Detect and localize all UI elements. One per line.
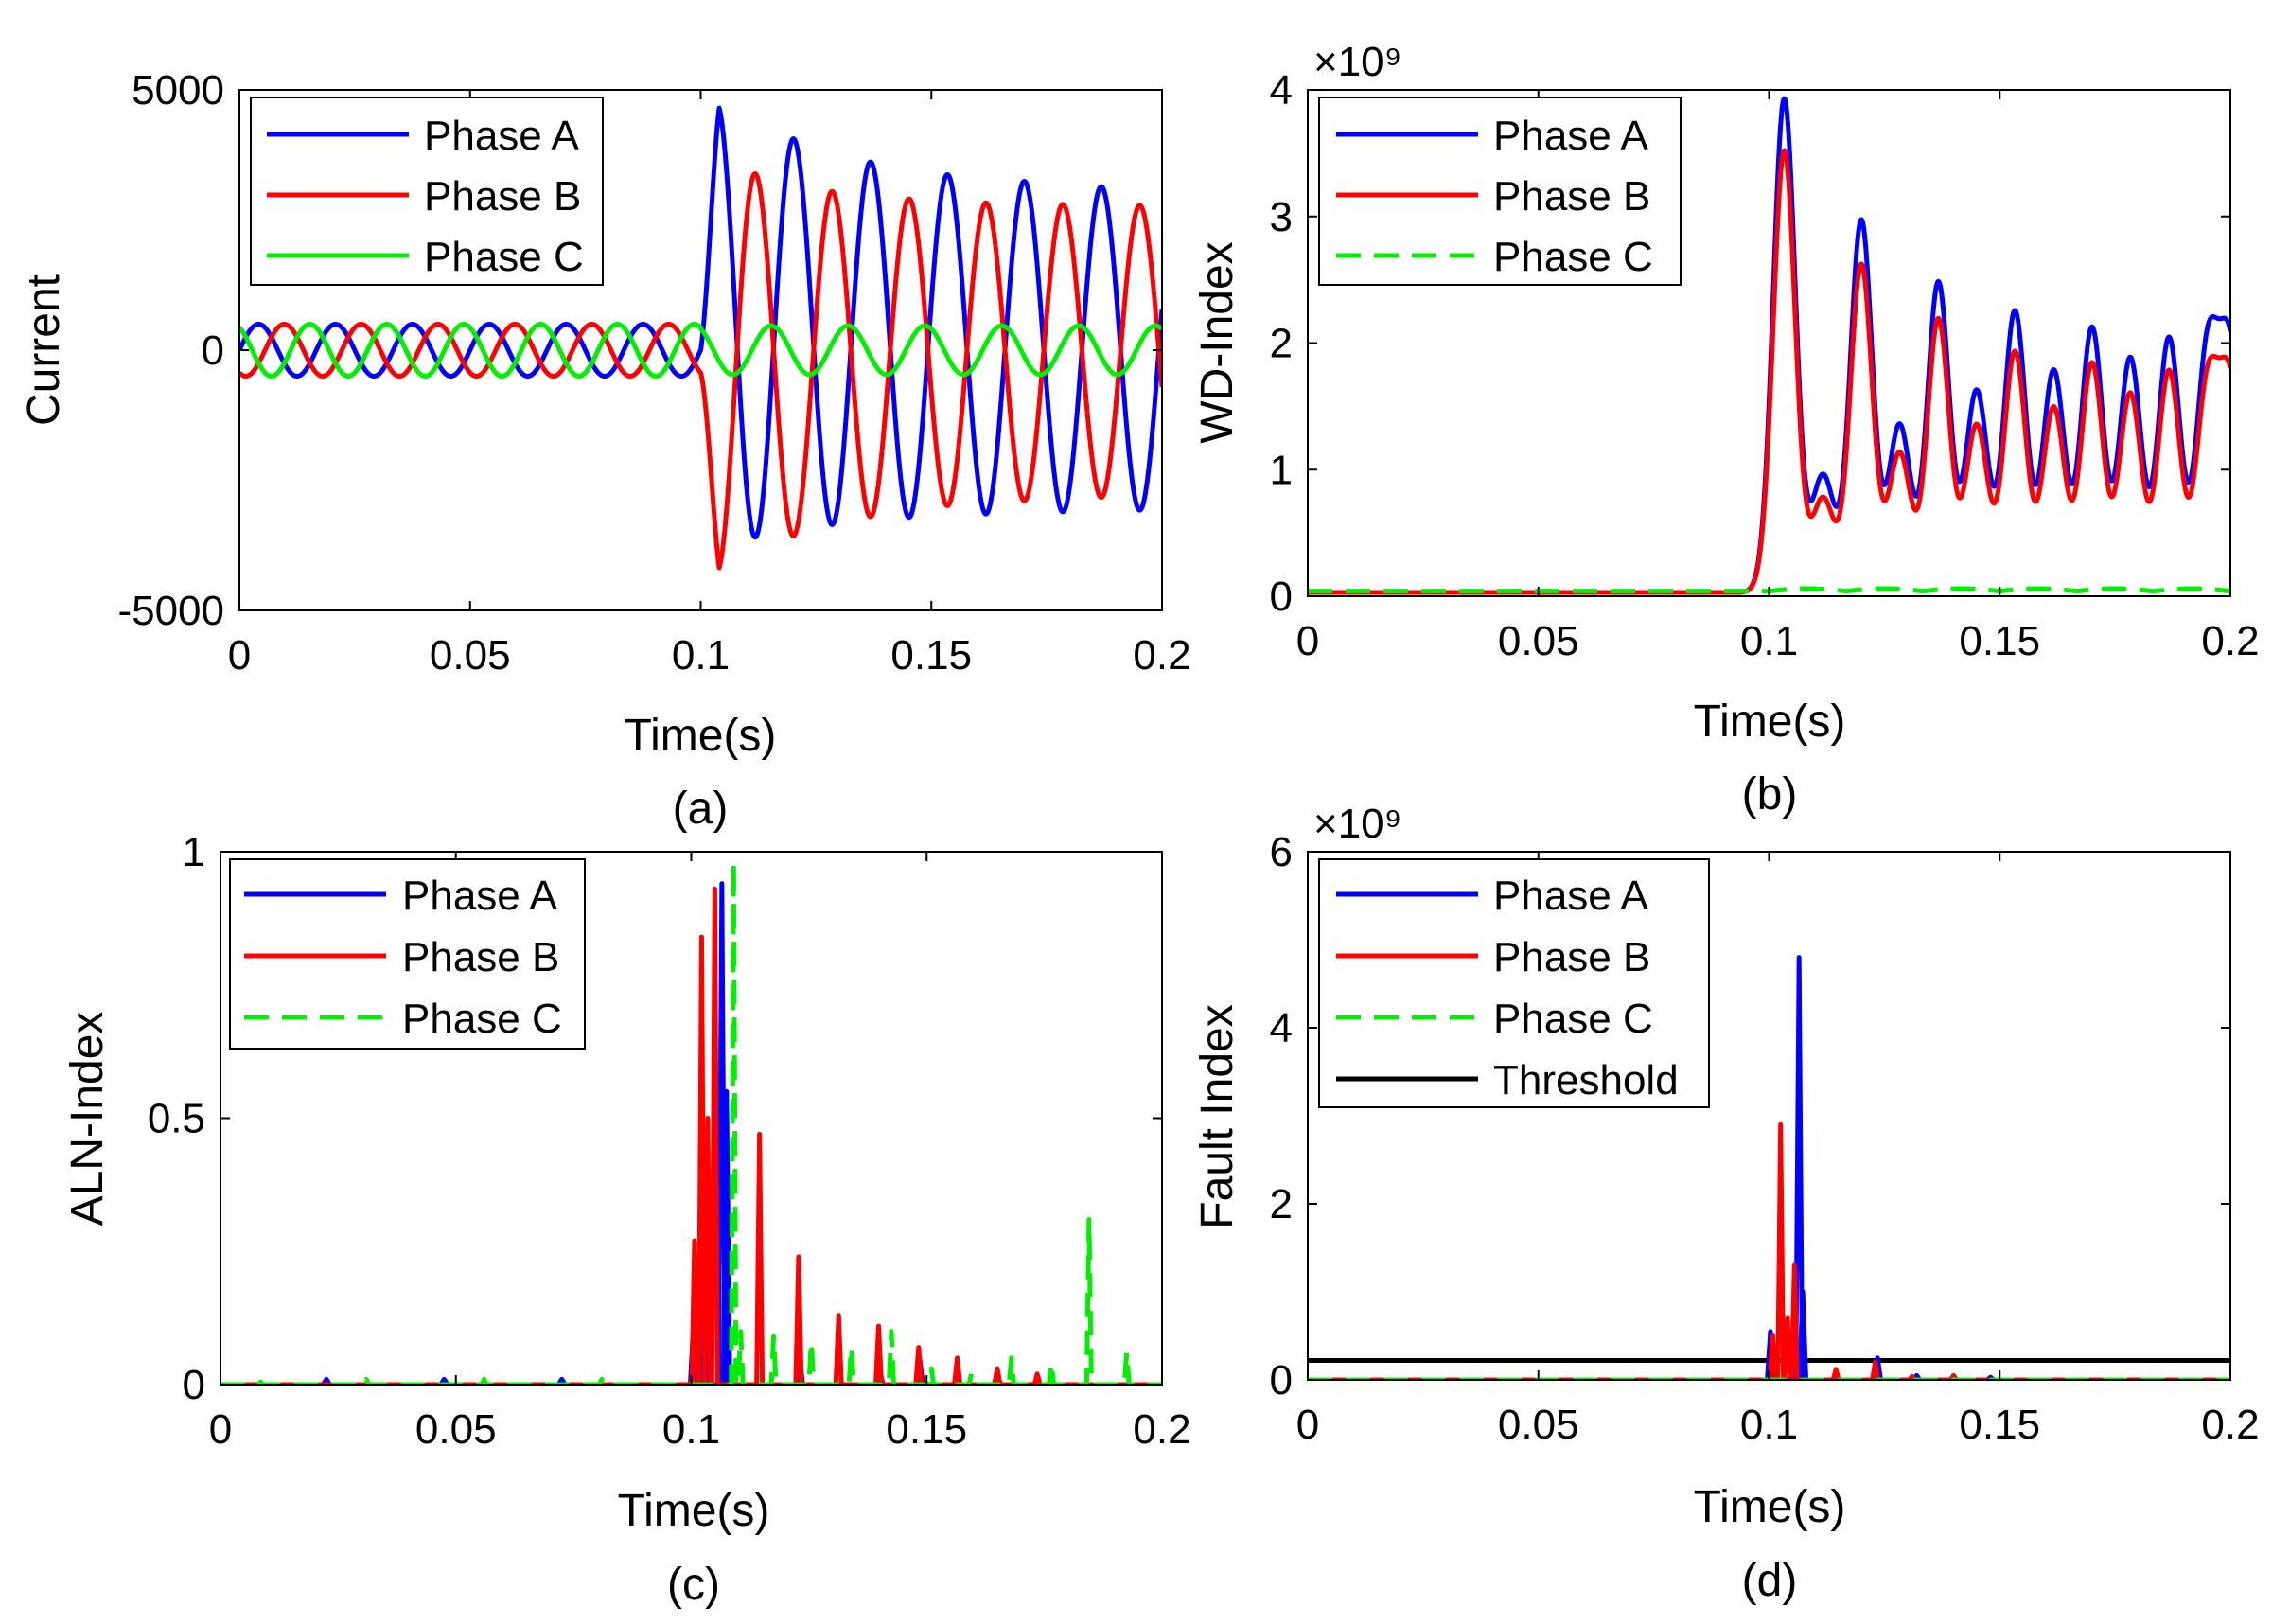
x-axis-label: Time(s) [618,1486,770,1536]
legend-label-phase-c: Phase C [1493,234,1653,280]
x-tick-label: 0.05 [1498,618,1579,664]
x-tick-label: 0.1 [1740,618,1798,664]
series-phase-b [239,171,1162,571]
tick-layer: 0 0.05 0.1 0.15 0.2 0 0.5 1 [148,829,1191,1453]
axes-frame [220,851,1163,1386]
y-tick-label: 1 [183,829,205,875]
legend-label-phase-a: Phase A [424,113,580,159]
panel-caption: (a) [673,784,729,834]
x-tick-label: 0 [1296,618,1319,664]
series-phase-a [239,105,1162,540]
y-axis-label: Current [19,274,69,426]
series-layer [239,105,1162,571]
x-axis-label: Time(s) [1694,1482,1846,1532]
x-tick-label: 0.1 [662,1406,720,1453]
tick-layer: 0 0.05 0.1 0.15 0.2 0 1 2 3 4 [1270,67,2260,664]
x-tick-label: 0.2 [2201,618,2259,664]
y-axis-label: ALN-Index [62,1012,113,1227]
y-tick-label: 0.5 [148,1096,205,1142]
y-tick-label: -5000 [117,588,224,634]
legend-label-phase-b: Phase B [402,934,559,980]
x-axis-label: Time(s) [625,711,777,761]
legend-label-phase-c: Phase C [424,234,584,280]
y-tick-label: 4 [1270,1005,1293,1051]
y-axis-label: WD-Index [1192,241,1242,443]
y-tick-label: 3 [1270,194,1293,240]
legend: Phase A Phase B Phase C [250,97,604,286]
panel-caption: (b) [1742,769,1798,820]
x-tick-label: 0.2 [1133,1406,1190,1453]
y-tick-label: 5000 [132,67,224,114]
x-tick-label: 0.1 [1740,1402,1798,1448]
legend-label-phase-c: Phase C [402,996,562,1042]
y-axis-label: Fault Index [1192,1004,1242,1228]
x-tick-label: 0.15 [1959,1402,2040,1448]
y-tick-label: 4 [1270,67,1293,114]
panel-d: 0 0.05 0.1 0.15 0.2 0 2 4 6 ×10⁹ Fault Index Tim… [1192,801,2260,1606]
y-tick-label: 0 [183,1362,205,1408]
exponent-label: ×10⁹ [1313,39,1401,85]
panel-c: 0 0.05 0.1 0.15 0.2 0 0.5 1 ALN-Index Time(s) (… [62,829,1191,1610]
y-tick-label: 6 [1270,829,1293,875]
legend-label-phase-a: Phase A [402,873,558,919]
y-tick-label: 2 [1270,321,1293,367]
x-tick-label: 0.2 [1133,632,1190,679]
legend-label-phase-b: Phase B [1493,934,1650,980]
x-tick-label: 0.15 [1959,618,2040,664]
series-phase-a [1308,955,2230,1380]
legend-label-phase-b: Phase B [1493,173,1650,220]
panel-b: 0 0.05 0.1 0.15 0.2 0 1 2 3 4 ×10⁹ WD-Index Time(… [1192,39,2260,820]
series-phase-c [220,859,1162,1385]
axes-frame [238,89,1163,611]
legend-label-phase-a: Phase A [1493,113,1649,159]
y-tick-label: 0 [202,327,224,374]
y-tick-label: 0 [1270,1357,1293,1403]
x-tick-label: 0.05 [430,632,511,679]
exponent-label: ×10⁹ [1313,801,1401,847]
x-tick-label: 0 [1296,1402,1319,1448]
x-tick-label: 0.2 [2201,1402,2259,1448]
legend: Phase A Phase B Phase C [1318,97,1682,286]
y-tick-label: 0 [1270,574,1293,620]
axes-frame [1307,89,2231,597]
x-tick-label: 0.05 [1498,1402,1579,1448]
panel-caption: (c) [667,1560,720,1610]
panel-caption: (d) [1742,1556,1798,1606]
x-tick-label: 0.15 [886,1406,967,1453]
axes-frame [1307,851,2231,1381]
legend-box [1318,858,1710,1108]
series-layer [220,859,1162,1385]
x-tick-label: 0.1 [672,632,730,679]
legend-label-phase-a: Phase A [1493,873,1649,919]
x-tick-label: 0 [228,632,251,679]
legend-label-threshold: Threshold [1493,1057,1679,1103]
legend-label-phase-c: Phase C [1493,996,1653,1042]
legend: Phase A Phase B Phase C [229,858,586,1050]
x-tick-label: 0 [209,1406,232,1453]
legend: Phase A Phase B Phase C Threshold [1318,858,1710,1108]
legend-label-phase-b: Phase B [424,173,581,220]
x-tick-label: 0.05 [415,1406,497,1453]
series-phase-c [239,322,1162,379]
x-axis-label: Time(s) [1694,697,1846,747]
x-tick-label: 0.15 [890,632,972,679]
y-tick-label: 1 [1270,447,1293,493]
y-tick-label: 2 [1270,1181,1293,1227]
